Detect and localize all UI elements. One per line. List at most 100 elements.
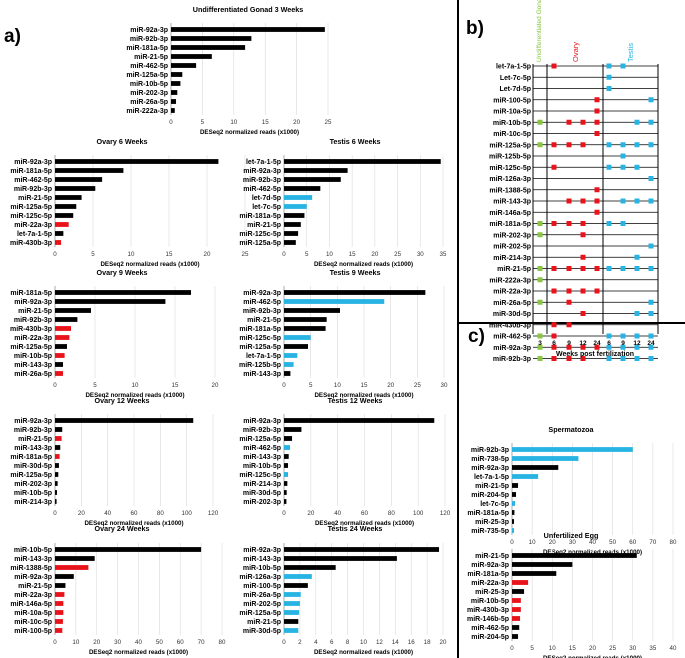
bar-miR-92a-3p <box>284 547 440 552</box>
x-axis-label: DESeq2 normalized reads (x1000) <box>200 129 299 136</box>
category-label: miR-146b-5p <box>467 616 509 623</box>
x-tick-label: 30 <box>417 251 424 258</box>
bar-miR-21-5p <box>284 619 299 624</box>
category-label: miR-430b-3p <box>467 607 509 614</box>
timeline-mark <box>606 266 612 271</box>
category-label: miR-125c-5p <box>239 472 281 479</box>
category-label: miR-92b-3p <box>243 177 281 184</box>
category-label: miR-10a-5p <box>14 610 52 617</box>
bar-miR-21-5p <box>55 195 82 200</box>
chart-ovary24: Ovary 24 Weeks 0 10 20 30 40 50 60 70 80 miR-10b-5… <box>10 524 226 656</box>
bar-let-7a-1-5p <box>284 159 441 164</box>
category-label: miR-125c-5p <box>239 335 281 342</box>
x-tick-label: 20 <box>387 382 394 389</box>
bar-miR-125c-5p <box>284 231 299 236</box>
bar-let-7a-1-5p <box>284 353 298 358</box>
chart-title: Ovary 24 Weeks <box>94 524 149 533</box>
category-label: miR-30d-5p <box>243 490 281 497</box>
bar-miR-30d-5p <box>55 463 59 468</box>
category-label: let-7c-5p <box>480 501 509 508</box>
x-tick-label: 0 <box>53 251 57 258</box>
x-tick-label: 15 <box>172 382 179 389</box>
category-label: miR-181a-5p <box>239 213 281 220</box>
x-tick-label: 70 <box>649 539 656 546</box>
timeline-mark <box>620 221 626 226</box>
category-label: miR-92b-3p <box>14 317 52 324</box>
x-tick-label: 60 <box>177 639 184 646</box>
bar-miR-92b-3p <box>171 36 252 41</box>
bar-miR-125a-5p <box>284 610 300 615</box>
bar-miR-100-5p <box>55 628 63 633</box>
x-tick-label: 2 <box>298 639 302 646</box>
timeline-mark <box>566 266 572 271</box>
timeline-mark <box>648 142 654 148</box>
x-tick-label: 0 <box>510 645 514 652</box>
bar-miR-92b-3p <box>284 427 302 432</box>
timeline-mark <box>606 86 612 91</box>
bar-miR-125a-5p <box>284 436 293 441</box>
category-label: miR-10b-5p <box>130 81 168 88</box>
category-label: miR-10b-5p <box>471 598 509 605</box>
category-label: miR-738-5p <box>471 456 509 463</box>
group-label-undiff: Undifferentiated Gonad <box>536 0 543 62</box>
category-label: miR-146a-5p <box>10 601 52 608</box>
timeline-mark <box>634 119 640 125</box>
timeline-mark <box>606 164 612 170</box>
timeline-mark <box>537 356 543 361</box>
category-label: miR-92b-3p <box>14 427 52 434</box>
bar-miR-125c-5p <box>284 472 289 477</box>
x-tick-label: 0 <box>53 510 57 517</box>
timeline-tick: 12 <box>633 340 641 347</box>
timeline-mark <box>620 63 626 69</box>
bar-miR-92a-3p <box>512 465 559 470</box>
category-label: miR-22a-3p <box>14 592 52 599</box>
x-tick-label: 20 <box>307 510 314 517</box>
chart-undiff: Undifferentiated Gonad 3 Weeks 0 5 10 15 20 25… <box>126 5 332 136</box>
timeline-mark <box>551 63 557 69</box>
timeline-tick: 6 <box>607 340 611 347</box>
timeline-row-label: miR-126a-3p <box>489 176 531 183</box>
bar-miR-22a-3p <box>55 222 69 227</box>
timeline-tick: 6 <box>552 340 556 347</box>
timeline-mark <box>551 333 557 339</box>
timeline-mark <box>566 221 572 226</box>
x-tick-label: 16 <box>408 639 415 646</box>
x-tick-label: 20 <box>589 645 596 652</box>
timeline-mark <box>537 344 543 350</box>
timeline-row-label: miR-125c-5p <box>489 165 531 172</box>
timeline-mark <box>580 232 586 238</box>
x-tick-label: 15 <box>349 251 356 258</box>
chart-title: Testis 24 Weeks <box>328 524 383 533</box>
timeline-row-label: miR-222a-3p <box>489 277 531 284</box>
category-label: miR-125c-5p <box>10 213 52 220</box>
bar-miR-214-3p <box>284 481 288 486</box>
category-label: miR-10b-5p <box>14 353 52 360</box>
timeline-mark <box>551 322 557 328</box>
x-tick-label: 5 <box>201 119 205 126</box>
x-tick-label: 60 <box>629 539 636 546</box>
category-label: miR-22a-3p <box>14 335 52 342</box>
timeline-mark <box>580 288 586 294</box>
category-label: miR-202-3p <box>243 499 281 506</box>
category-label: miR-92b-3p <box>243 427 281 434</box>
timeline-mark <box>594 187 600 193</box>
timeline-tick: 12 <box>579 340 587 347</box>
timeline-mark <box>634 333 640 339</box>
category-label: miR-25-3p <box>475 519 509 526</box>
x-tick-label: 5 <box>530 645 534 652</box>
timeline-mark <box>648 119 654 125</box>
category-label: miR-143-3p <box>243 371 281 378</box>
timeline-row-label: miR-26a-5p <box>493 300 531 307</box>
bar-miR-92b-3p <box>284 177 341 182</box>
timeline-tick: 9 <box>567 340 571 347</box>
category-label: miR-143-3p <box>14 445 52 452</box>
timeline-mark <box>634 254 640 260</box>
timeline-mark <box>551 288 557 294</box>
timeline-xlabel: Weeks post fertilization <box>556 351 634 358</box>
category-label: miR-202-3p <box>130 90 168 97</box>
category-label: miR-181a-5p <box>467 510 509 517</box>
x-tick-label: 14 <box>392 639 399 646</box>
timeline-mark <box>566 299 572 305</box>
bar-miR-21-5p <box>55 583 66 588</box>
timeline-mark <box>551 164 557 170</box>
